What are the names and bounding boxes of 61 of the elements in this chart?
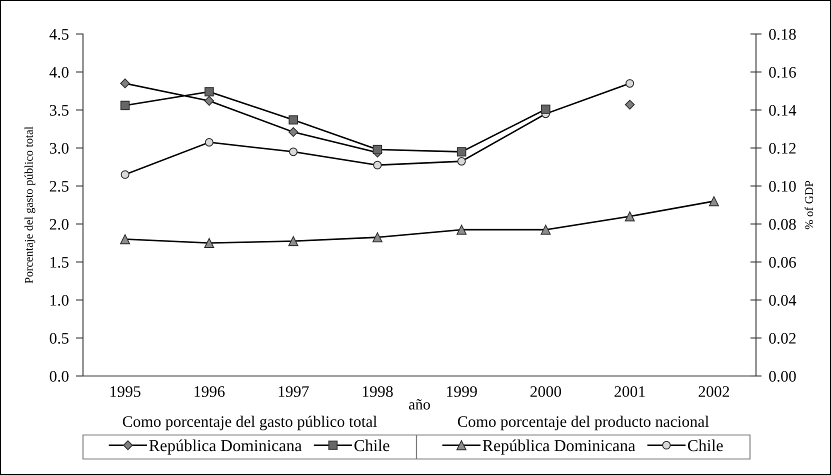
point bbox=[372, 232, 382, 242]
point bbox=[120, 100, 130, 110]
point bbox=[204, 238, 214, 248]
y2-tick-label: 0.02 bbox=[769, 332, 796, 344]
point bbox=[624, 211, 635, 222]
y-tick-label: 0.0 bbox=[50, 370, 68, 382]
legend-label: República Dominicana bbox=[149, 439, 302, 455]
y-tick-label: 4.0 bbox=[49, 66, 68, 78]
point bbox=[624, 100, 635, 110]
y2-tick-label: 0.18 bbox=[769, 28, 796, 40]
y2-tick-label: 0.04 bbox=[769, 294, 796, 306]
text: Como porcentaje del gasto público total bbox=[122, 416, 377, 430]
point bbox=[120, 170, 130, 179]
y2-axis-title: % of GDP bbox=[804, 180, 814, 230]
point bbox=[288, 236, 298, 246]
y-tick-label: 2.0 bbox=[50, 218, 68, 230]
point bbox=[373, 160, 382, 170]
x-tick-label: 1997 bbox=[278, 386, 309, 397]
point bbox=[708, 196, 719, 206]
x-tick-label: 1995 bbox=[110, 386, 140, 397]
point bbox=[372, 144, 382, 154]
y-tick-label: 4.5 bbox=[49, 29, 68, 40]
y2-tick-label: 0.10 bbox=[769, 180, 796, 192]
y2-tick-label: 0.12 bbox=[769, 142, 796, 154]
x-tick-label: 2002 bbox=[698, 386, 730, 397]
x-axis-title: año bbox=[409, 399, 430, 410]
point bbox=[204, 138, 214, 147]
x-tick-label: 1999 bbox=[446, 386, 477, 397]
x-tick-label: 2000 bbox=[530, 386, 562, 397]
point bbox=[204, 87, 214, 96]
y-tick-label: 2.5 bbox=[50, 180, 68, 192]
point bbox=[457, 156, 466, 166]
y-axis-title: Porcentaje del gasto público total bbox=[24, 126, 36, 284]
legend-label: Chile bbox=[354, 439, 390, 452]
x-tick-label: 2001 bbox=[614, 386, 645, 397]
point bbox=[120, 234, 130, 244]
x-tick-label: 1996 bbox=[194, 386, 225, 397]
point bbox=[626, 79, 634, 88]
text: Como porcentaje del producto nacional bbox=[458, 416, 709, 430]
point bbox=[204, 96, 214, 106]
point bbox=[289, 147, 298, 156]
legend-label: República Dominicana bbox=[482, 439, 636, 455]
y2-tick-label: 0.08 bbox=[769, 218, 796, 230]
point bbox=[288, 115, 298, 125]
x-tick-label: 1998 bbox=[362, 386, 393, 397]
point bbox=[540, 224, 551, 235]
y-tick-label: 0.5 bbox=[50, 332, 68, 344]
point bbox=[120, 78, 130, 88]
y2-tick-label: 0.06 bbox=[769, 256, 796, 268]
y-tick-label: 1.0 bbox=[50, 294, 68, 306]
point bbox=[456, 224, 467, 235]
y2-tick-label: 0.00 bbox=[769, 370, 796, 382]
y-tick-label: 1.5 bbox=[50, 256, 68, 268]
y-tick-label: 3.5 bbox=[50, 104, 68, 116]
point bbox=[541, 104, 550, 114]
y2-tick-label: 0.14 bbox=[769, 104, 796, 116]
y2-tick-label: 0.16 bbox=[769, 66, 796, 78]
point bbox=[288, 127, 298, 137]
point bbox=[456, 147, 466, 156]
legend-label: Chile bbox=[688, 439, 723, 452]
y-tick-label: 3.0 bbox=[50, 142, 68, 154]
